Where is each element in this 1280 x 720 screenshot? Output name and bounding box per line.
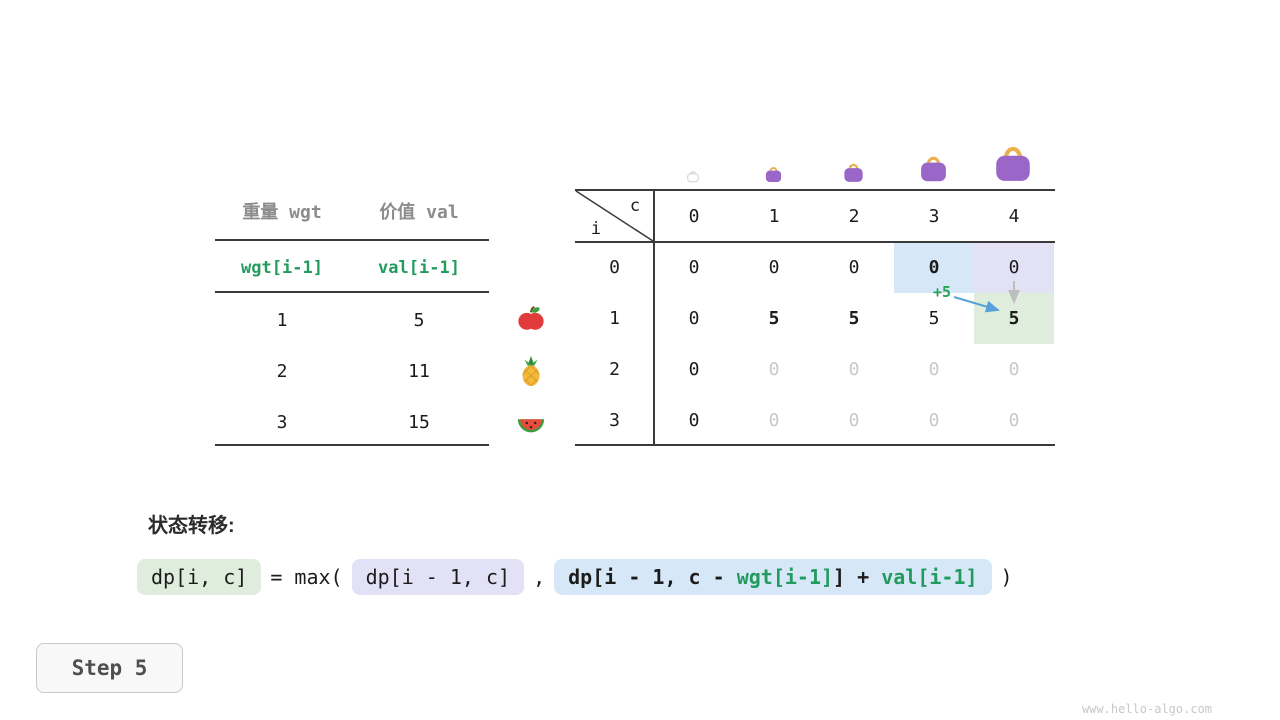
formula-take-val: val[i-1] (881, 565, 978, 589)
state-transition-label: 状态转移: (148, 515, 235, 537)
dp-cell-r1c0: 0 (688, 308, 700, 329)
formula-take-wgt: wgt[i-1] (736, 565, 834, 589)
dp-cell-r0c4-source-skip: 0 (974, 242, 1054, 293)
dp-row-header-1: 1 (609, 308, 620, 329)
item-2-weight: 2 (276, 360, 288, 382)
item-1-weight: 1 (276, 309, 288, 331)
dp-cell-r1c1: 5 (768, 308, 780, 329)
formula-take-part1: dp[i - 1, c - (568, 565, 737, 589)
bag-icon-capacity-2 (842, 159, 865, 183)
dp-col-header-3: 3 (928, 205, 940, 227)
formula-equals-max: = max( (270, 565, 343, 589)
dp-col-header-2: 2 (848, 205, 860, 227)
dp-cell-r1c2: 5 (848, 308, 860, 329)
dp-cell-r3c4: 0 (1008, 410, 1020, 431)
apple-icon (516, 303, 546, 333)
step-badge: Step 5 (36, 643, 183, 693)
dp-col-header-4: 4 (1008, 205, 1020, 227)
dp-cell-r2c2: 0 (848, 359, 860, 380)
watermelon-icon (516, 407, 546, 437)
items-wgt-formula: wgt[i-1] (241, 258, 323, 278)
dp-table-rule-header (575, 241, 1055, 243)
watermark: www.hello-algo.com (1081, 702, 1212, 716)
item-3-value: 15 (408, 411, 430, 433)
dp-cell-r0c2: 0 (848, 257, 860, 278)
bag-icon-capacity-0 (686, 168, 700, 183)
dp-cell-r2c3: 0 (928, 359, 940, 380)
formula-take-part2: ] + (833, 565, 882, 589)
item-2-value: 11 (408, 360, 430, 382)
item-3-weight: 3 (276, 411, 288, 433)
items-table-rule-bottom (215, 444, 489, 446)
dp-cell-r2c0: 0 (688, 359, 700, 380)
items-col-value-header: 价值 val (379, 202, 459, 223)
items-val-formula: val[i-1] (378, 258, 460, 278)
dp-cell-r3c3: 0 (928, 410, 940, 431)
dp-cell-r2c4: 0 (1008, 359, 1020, 380)
dp-cell-r1c3: 5 (928, 308, 940, 329)
dp-cell-r0c0: 0 (688, 257, 700, 278)
dp-cell-r3c2: 0 (848, 410, 860, 431)
dp-col-header-0: 0 (688, 205, 700, 227)
formula-option-skip: dp[i - 1, c] (351, 559, 525, 595)
dp-cell-r3c0: 0 (688, 410, 700, 431)
item-1-value: 5 (413, 309, 425, 331)
items-col-weight-header: 重量 wgt (242, 202, 322, 223)
bag-icon-capacity-4 (992, 139, 1034, 183)
dp-cell-r2c1: 0 (768, 359, 780, 380)
bag-icon-capacity-3 (918, 150, 949, 183)
dp-table-rule-vertical (653, 189, 655, 446)
items-table-rule-mid (215, 291, 489, 293)
formula-option-take: dp[i - 1, c - wgt[i-1]] + val[i-1] (554, 559, 992, 595)
dp-table-rule-bottom (575, 444, 1055, 446)
pineapple-icon (516, 356, 546, 386)
dp-table-rule-top (575, 189, 1055, 191)
dp-corner-row-label: i (590, 219, 602, 239)
dp-corner-col-label: c (629, 196, 641, 216)
dp-col-header-1: 1 (768, 205, 780, 227)
plus-five-annotation: +5 (932, 283, 952, 301)
dp-row-header-0: 0 (609, 257, 620, 278)
dp-cell-r0c1: 0 (768, 257, 780, 278)
formula-close-paren: ) (1000, 565, 1013, 589)
dp-cell-r1c4-current: 5 (974, 293, 1054, 344)
transition-formula: dp[i, c] = max( dp[i - 1, c] , dp[i - 1,… (137, 559, 1013, 595)
dp-cell-r3c1: 0 (768, 410, 780, 431)
formula-separator: , (533, 565, 546, 589)
dp-row-header-2: 2 (609, 359, 620, 380)
dp-row-header-3: 3 (609, 410, 620, 431)
formula-lhs: dp[i, c] (137, 559, 262, 595)
items-table-rule-top (215, 239, 489, 241)
bag-icon-capacity-1 (764, 163, 783, 183)
dp-cell-r0c3-source-take: 0 (894, 242, 974, 293)
